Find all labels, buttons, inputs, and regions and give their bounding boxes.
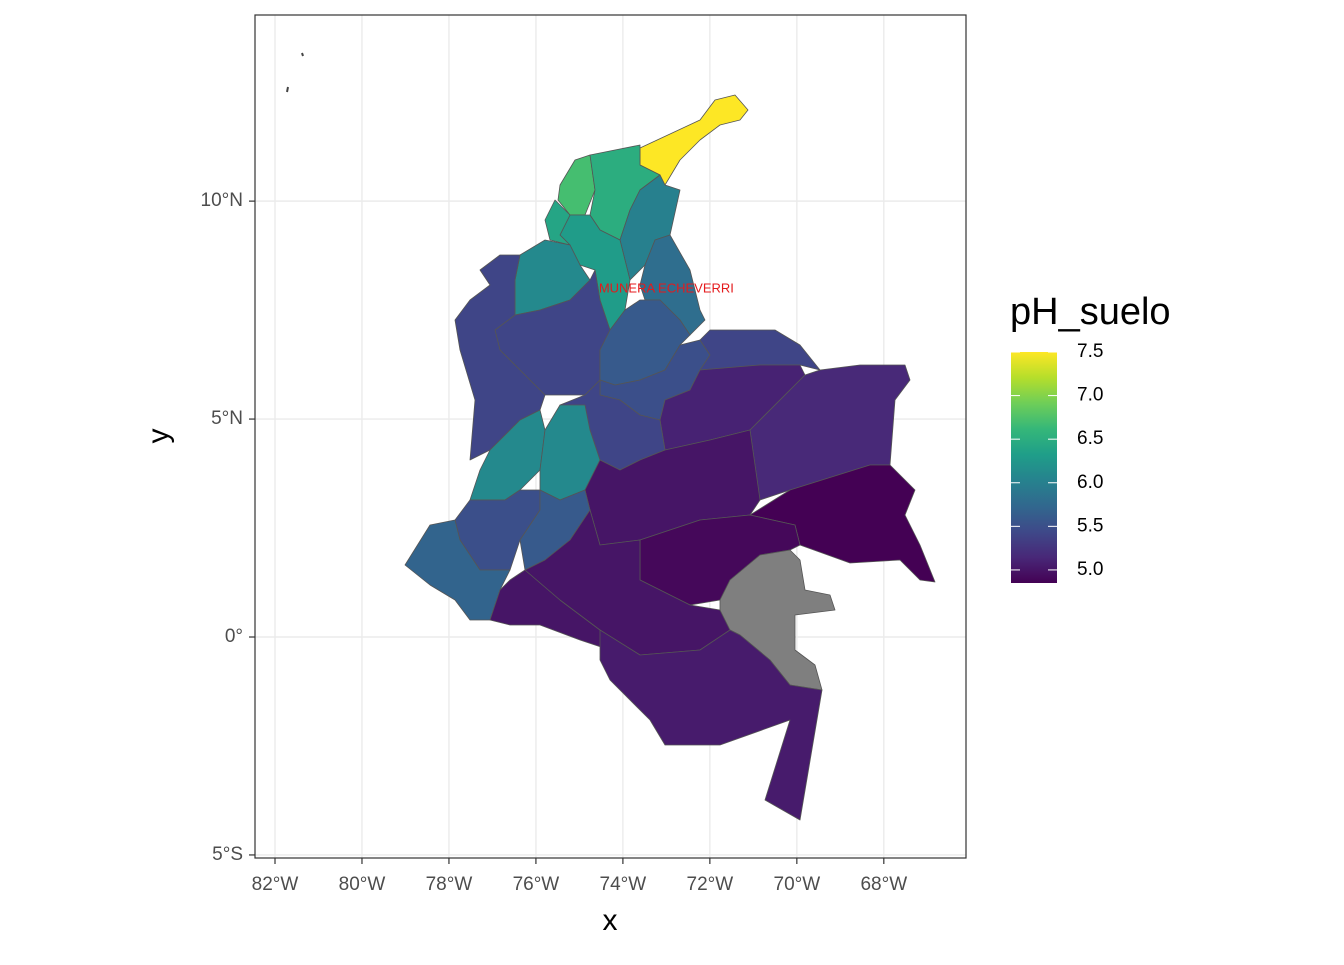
legend-title: pH_suelo	[1010, 291, 1171, 333]
legend-label: 6.5	[1077, 428, 1103, 449]
panel-border	[254, 14, 967, 859]
y-tick-label: 5°S	[212, 844, 243, 865]
x-tick-label: 74°W	[600, 874, 647, 895]
x-tick-label: 68°W	[860, 874, 907, 895]
colorbar	[1011, 352, 1057, 583]
island	[286, 52, 304, 93]
x-tick-label: 70°W	[774, 874, 821, 895]
legend-label: 7.0	[1077, 385, 1103, 406]
annotation: MUNERA ECHEVERRI	[599, 281, 734, 296]
x-axis-title: x	[603, 904, 618, 937]
legend-label: 5.0	[1077, 559, 1103, 580]
x-tick-label: 82°W	[252, 874, 299, 895]
region	[404, 519, 511, 621]
legend-label: 7.5	[1077, 341, 1103, 362]
region	[749, 464, 936, 583]
regions	[286, 52, 936, 821]
x-tick-label: 72°W	[687, 874, 734, 895]
y-axis-title: y	[142, 429, 175, 444]
legend-label: 5.5	[1077, 515, 1103, 536]
y-tick-label: 0°	[225, 626, 243, 647]
region	[557, 154, 596, 216]
y-tick-label: 10°N	[201, 190, 243, 211]
y-tick-label: 5°N	[211, 408, 243, 429]
region	[599, 629, 823, 821]
x-tick-label: 76°W	[513, 874, 560, 895]
legend-label: 6.0	[1077, 472, 1103, 493]
x-tick-label: 78°W	[426, 874, 473, 895]
x-tick-label: 80°W	[339, 874, 386, 895]
region	[719, 549, 836, 691]
